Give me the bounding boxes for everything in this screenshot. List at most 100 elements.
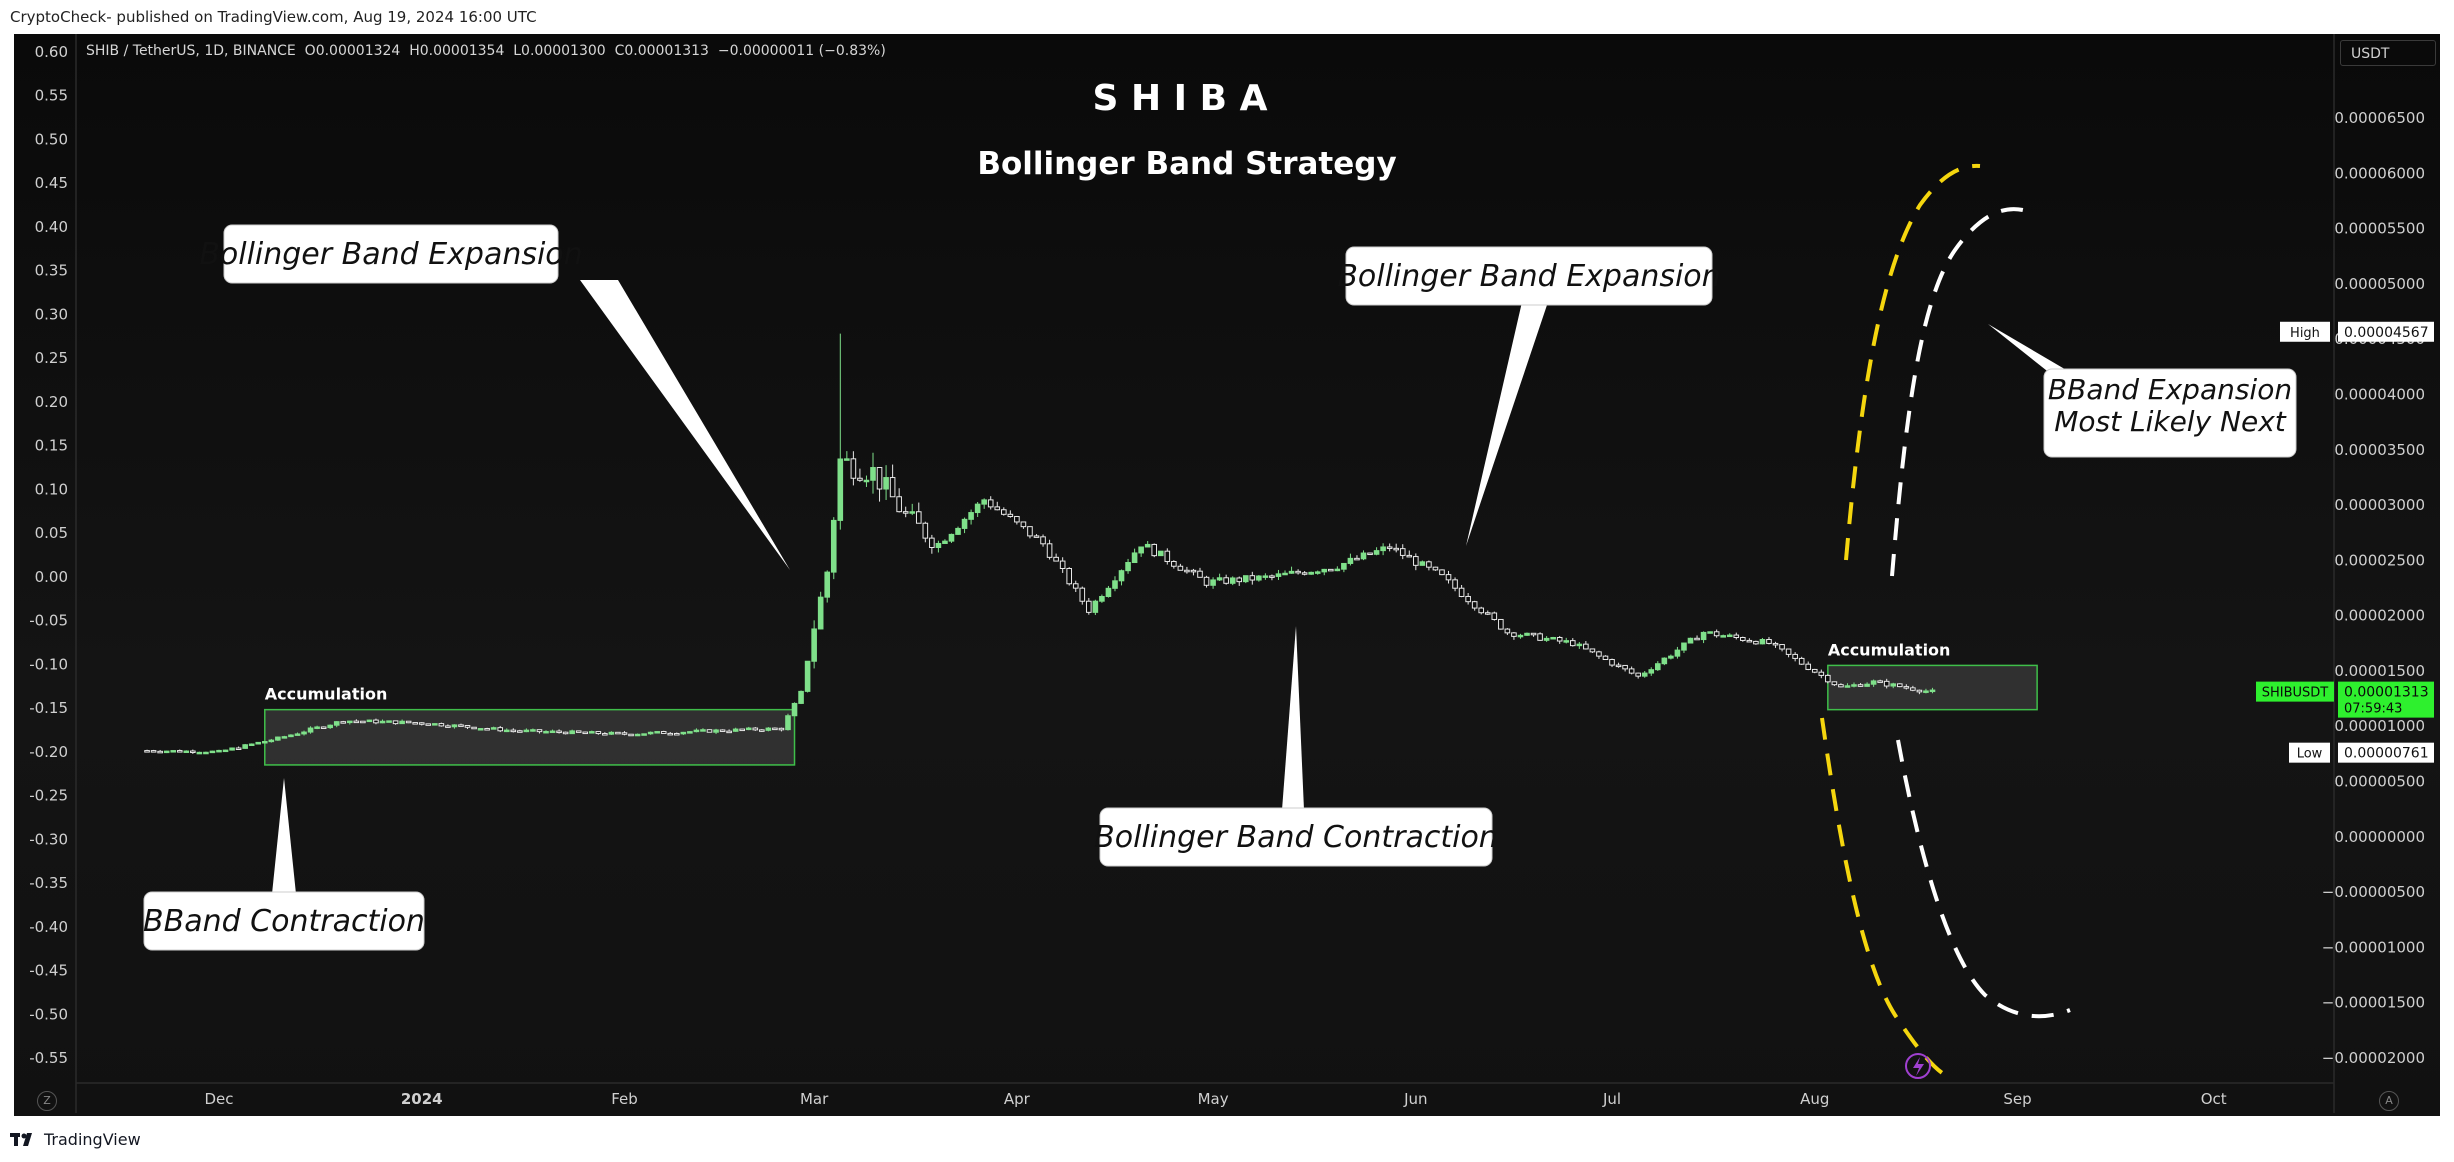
candle-body bbox=[830, 519, 837, 573]
left-tick-label: 0.40 bbox=[35, 218, 68, 236]
candle-body bbox=[857, 477, 863, 481]
symbol-tag bbox=[2256, 681, 2334, 702]
price-tag-value-box bbox=[2338, 321, 2434, 342]
candle-body bbox=[144, 750, 150, 753]
candle-body bbox=[1700, 631, 1707, 641]
candle-body bbox=[628, 733, 634, 737]
candle-body bbox=[1818, 671, 1825, 676]
candle-body bbox=[497, 727, 504, 732]
candle-body bbox=[314, 726, 320, 729]
candle-body bbox=[425, 723, 432, 726]
candle-body bbox=[360, 720, 366, 724]
candle-body bbox=[817, 596, 824, 630]
candle-body bbox=[739, 728, 746, 732]
candle-body bbox=[1341, 562, 1347, 570]
candle-body bbox=[209, 750, 216, 754]
candle-body bbox=[150, 750, 157, 753]
right-tick-label: 0.00002500 bbox=[2334, 551, 2425, 569]
candle-body bbox=[1432, 566, 1439, 571]
auto-scale-button[interactable]: A bbox=[2379, 1091, 2399, 1111]
candle-body bbox=[1216, 577, 1223, 581]
candle-body bbox=[674, 732, 680, 736]
candle-body bbox=[844, 458, 850, 461]
callout-text: Bollinger Band Contraction bbox=[1094, 820, 1498, 855]
candle-body bbox=[549, 730, 556, 734]
candle-body bbox=[432, 723, 438, 726]
candle-body bbox=[1020, 521, 1027, 528]
candle-body bbox=[255, 741, 262, 745]
candle-body bbox=[281, 736, 288, 739]
candle-body bbox=[1772, 642, 1779, 646]
candle-body bbox=[1896, 683, 1903, 688]
candle-body bbox=[1321, 568, 1328, 573]
candle-body bbox=[1125, 562, 1131, 572]
countdown-value: 07:59:43 bbox=[2344, 702, 2402, 717]
candle-body bbox=[543, 730, 549, 734]
callout-text: BBand Contraction bbox=[143, 904, 425, 939]
left-tick-label: -0.40 bbox=[29, 918, 68, 936]
candle-body bbox=[1910, 687, 1916, 691]
left-tick-label: -0.35 bbox=[29, 874, 68, 892]
candle-body bbox=[163, 750, 170, 754]
candle-body bbox=[1753, 640, 1759, 645]
right-tick-label: 0.00003000 bbox=[2334, 496, 2425, 514]
left-tick-label: 0.30 bbox=[35, 305, 68, 323]
candle-body bbox=[1164, 550, 1171, 563]
candle-body bbox=[1733, 634, 1740, 639]
candle-body bbox=[379, 720, 386, 724]
left-tick-label: -0.10 bbox=[29, 655, 68, 673]
candle-body bbox=[1373, 550, 1380, 555]
candle-body bbox=[1131, 552, 1138, 564]
candle-body bbox=[1452, 579, 1458, 589]
left-tick-label: -0.05 bbox=[29, 612, 68, 630]
time-tick-label: Jul bbox=[1602, 1090, 1621, 1108]
accumulation-zone bbox=[264, 708, 796, 766]
time-tick-label: Feb bbox=[611, 1090, 638, 1108]
candle-body bbox=[1740, 637, 1746, 641]
candle-body bbox=[1805, 663, 1812, 670]
price-tag-value: 0.00000761 bbox=[2344, 746, 2429, 762]
candle-body bbox=[1602, 655, 1609, 661]
candle-body bbox=[1314, 571, 1321, 574]
callout-pointer bbox=[1988, 324, 2080, 378]
event-marker-icon bbox=[1905, 1053, 1931, 1079]
right-tick-label: 0.00001500 bbox=[2334, 662, 2425, 680]
candle-body bbox=[752, 727, 759, 731]
zoom-left-button[interactable]: Z bbox=[37, 1091, 57, 1111]
candle-body bbox=[307, 727, 314, 733]
candle-body bbox=[1615, 664, 1622, 668]
candle-body bbox=[1641, 672, 1648, 677]
candle-body bbox=[1282, 572, 1288, 576]
candle-body bbox=[373, 719, 379, 724]
left-tick-label: 0.45 bbox=[35, 174, 68, 192]
upper-band-white bbox=[1890, 207, 2031, 577]
candle-body bbox=[1511, 632, 1517, 637]
candle-body bbox=[935, 542, 942, 548]
right-tick-label: 0.00000500 bbox=[2334, 773, 2425, 791]
lower-band-white bbox=[1896, 739, 2071, 1019]
left-tick-label: 0.10 bbox=[35, 480, 68, 498]
left-tick-label: 0.20 bbox=[35, 393, 68, 411]
right-tick-label: 0.00002000 bbox=[2334, 607, 2425, 625]
left-tick-label: -0.20 bbox=[29, 743, 68, 761]
candle-body bbox=[1079, 587, 1086, 602]
candle-body bbox=[915, 511, 922, 524]
candle-body bbox=[883, 477, 889, 490]
candle-body bbox=[719, 729, 726, 732]
candle-body bbox=[942, 540, 948, 544]
candle-body bbox=[1759, 638, 1766, 645]
candle-body bbox=[1027, 526, 1033, 537]
candle-body bbox=[366, 719, 373, 723]
accumulation-zone bbox=[1827, 664, 2038, 711]
candle-body bbox=[261, 740, 268, 744]
right-tick-label: 0.00005500 bbox=[2334, 220, 2425, 238]
currency-selector[interactable]: USDT bbox=[2340, 40, 2436, 66]
candle-body bbox=[1157, 550, 1164, 557]
candle-body bbox=[438, 723, 445, 727]
candle-body bbox=[948, 533, 955, 542]
candle-body bbox=[235, 747, 242, 751]
candle-body bbox=[1596, 651, 1602, 657]
candle-body bbox=[1471, 601, 1478, 609]
candle-body bbox=[1007, 513, 1014, 518]
